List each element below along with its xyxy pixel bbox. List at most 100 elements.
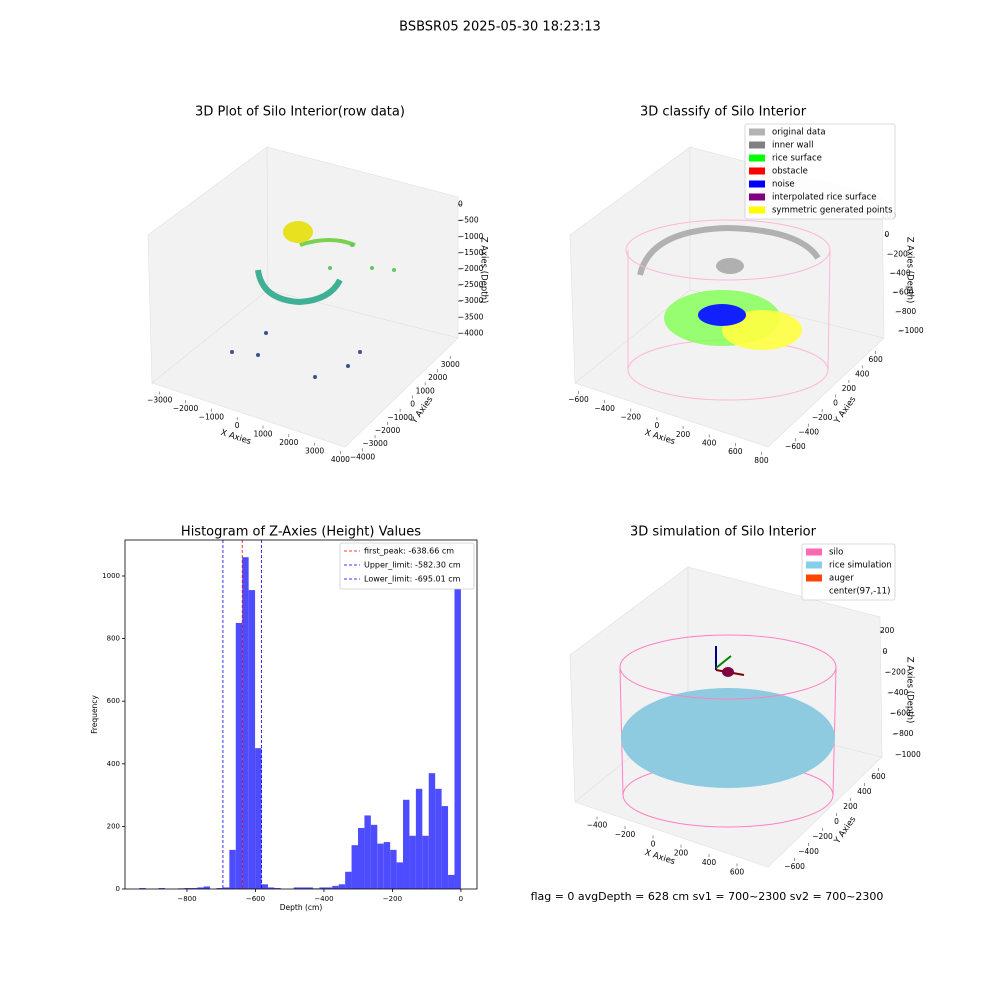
z-tick-label: 0 bbox=[458, 200, 463, 209]
histogram-bar bbox=[390, 849, 397, 889]
legend-swatch bbox=[749, 128, 765, 136]
y-axis-label: Frequency bbox=[90, 695, 99, 734]
histogram-bar bbox=[403, 799, 410, 889]
z-tick-label: 200 bbox=[880, 626, 895, 635]
histogram-bar bbox=[428, 773, 436, 889]
legend-label: Upper_limit: -582.30 cm bbox=[364, 561, 461, 570]
y-tick-label: 1000 bbox=[416, 386, 435, 395]
panel-4-box bbox=[569, 566, 883, 868]
z-tick-label: −400 bbox=[888, 688, 909, 697]
legend-label: Lower_limit: -695.01 cm bbox=[364, 575, 461, 584]
legend-swatch bbox=[749, 206, 765, 214]
x-tick-label: −2000 bbox=[173, 404, 199, 413]
z-tick-label: −600 bbox=[890, 709, 911, 718]
legend-label: silo bbox=[829, 548, 843, 558]
z-tick-label: −2500 bbox=[458, 280, 484, 289]
legend-swatch bbox=[806, 548, 822, 556]
y-tick-label: −2000 bbox=[375, 426, 401, 435]
z-tick-label: −3000 bbox=[458, 296, 484, 305]
z-tick-label: 0 bbox=[884, 230, 889, 239]
x-tick-label: 600 bbox=[728, 447, 743, 456]
histogram-bar bbox=[306, 887, 313, 889]
x-tick-label: 4000 bbox=[331, 455, 350, 464]
legend-label: interpolated rice surface bbox=[772, 193, 877, 203]
histogram-bar bbox=[454, 582, 461, 889]
histogram-bar bbox=[345, 871, 352, 889]
footer-status: flag = 0 avgDepth = 628 cm sv1 = 700~230… bbox=[531, 890, 884, 903]
histogram-bar bbox=[441, 806, 449, 889]
histogram-bar bbox=[184, 888, 191, 889]
y-tick-label: 400 bbox=[855, 369, 870, 378]
histogram-bar bbox=[190, 888, 198, 889]
x-tick-label: 800 bbox=[754, 456, 769, 465]
x-tick-label: 400 bbox=[702, 858, 717, 867]
histogram-bar bbox=[383, 842, 391, 889]
legend-label: inner wall bbox=[772, 141, 813, 151]
legend-label: rice surface bbox=[772, 154, 822, 164]
y-tick-label: 400 bbox=[107, 760, 120, 768]
z-tick-label: −1000 bbox=[458, 232, 484, 241]
panel-title: 3D classify of Silo Interior bbox=[640, 105, 807, 120]
histogram-bar bbox=[332, 885, 339, 889]
y-tick-label: 0 bbox=[116, 885, 120, 893]
x-tick-label: −400 bbox=[314, 895, 333, 903]
histogram-bar bbox=[396, 862, 404, 889]
histogram-bar bbox=[255, 748, 262, 889]
histogram-bar bbox=[370, 824, 378, 889]
legend-label: obstacle bbox=[772, 167, 808, 177]
x-tick-label: −400 bbox=[594, 404, 615, 413]
histogram-bar bbox=[435, 788, 442, 889]
histogram-bar bbox=[139, 888, 146, 889]
histogram-bar bbox=[319, 887, 326, 889]
z-tick-label: −1000 bbox=[895, 750, 921, 759]
z-tick-label: −200 bbox=[885, 667, 906, 676]
histogram-bar bbox=[197, 887, 204, 889]
z-tick-label: −4000 bbox=[458, 328, 484, 337]
panel-title: 3D Plot of Silo Interior(row data) bbox=[195, 105, 405, 120]
legend-swatch bbox=[749, 180, 765, 188]
y-tick-label: 3000 bbox=[441, 360, 460, 369]
legend-label: rice simulation bbox=[829, 561, 892, 571]
legend-swatch bbox=[806, 561, 822, 569]
histogram-bar bbox=[274, 888, 281, 889]
z-tick-label: −800 bbox=[896, 307, 917, 316]
z-tick-label: −3500 bbox=[458, 312, 484, 321]
z-axis-label: Z Axies (Depth) bbox=[905, 237, 915, 304]
legend-label: noise bbox=[772, 180, 795, 190]
legend-box bbox=[339, 542, 475, 590]
histogram-bar bbox=[216, 888, 223, 889]
x-tick-label: 0 bbox=[651, 839, 656, 848]
panel-1-box bbox=[147, 146, 459, 448]
x-tick-label: 400 bbox=[702, 439, 717, 448]
x-tick-label: −400 bbox=[587, 821, 608, 830]
histogram-bar bbox=[242, 557, 249, 889]
z-tick-label: −1000 bbox=[898, 326, 924, 335]
y-tick-label: −600 bbox=[785, 442, 806, 451]
plot-frame bbox=[124, 539, 478, 890]
histogram-bar bbox=[300, 887, 307, 889]
y-tick-label: 0 bbox=[834, 817, 839, 826]
z-tick-label: −600 bbox=[893, 288, 914, 297]
histogram-bar bbox=[158, 888, 166, 889]
x-tick-label: 3000 bbox=[305, 447, 324, 456]
y-tick-label: 2000 bbox=[428, 373, 447, 382]
histogram-bar bbox=[409, 835, 416, 889]
x-axis-label: Depth (cm) bbox=[280, 903, 323, 912]
legend-label: first_peak: -638.66 cm bbox=[364, 547, 454, 556]
x-tick-label: 200 bbox=[674, 849, 689, 858]
y-tick-label: −200 bbox=[812, 413, 833, 422]
x-tick-label: −800 bbox=[177, 895, 196, 903]
legend-box bbox=[801, 543, 896, 601]
histogram-bar bbox=[293, 887, 301, 889]
histogram-bar bbox=[422, 835, 429, 889]
y-tick-label: 600 bbox=[107, 697, 120, 705]
y-tick-label: 600 bbox=[868, 355, 883, 364]
y-tick-label: 0 bbox=[833, 399, 838, 408]
y-tick-label: −1000 bbox=[387, 413, 413, 422]
x-tick-label: 2000 bbox=[279, 438, 298, 447]
legend-label: symmetric generated points bbox=[772, 206, 893, 216]
y-tick-label: 400 bbox=[857, 787, 872, 796]
histogram-bar bbox=[248, 590, 256, 889]
histogram-bar bbox=[222, 887, 230, 889]
